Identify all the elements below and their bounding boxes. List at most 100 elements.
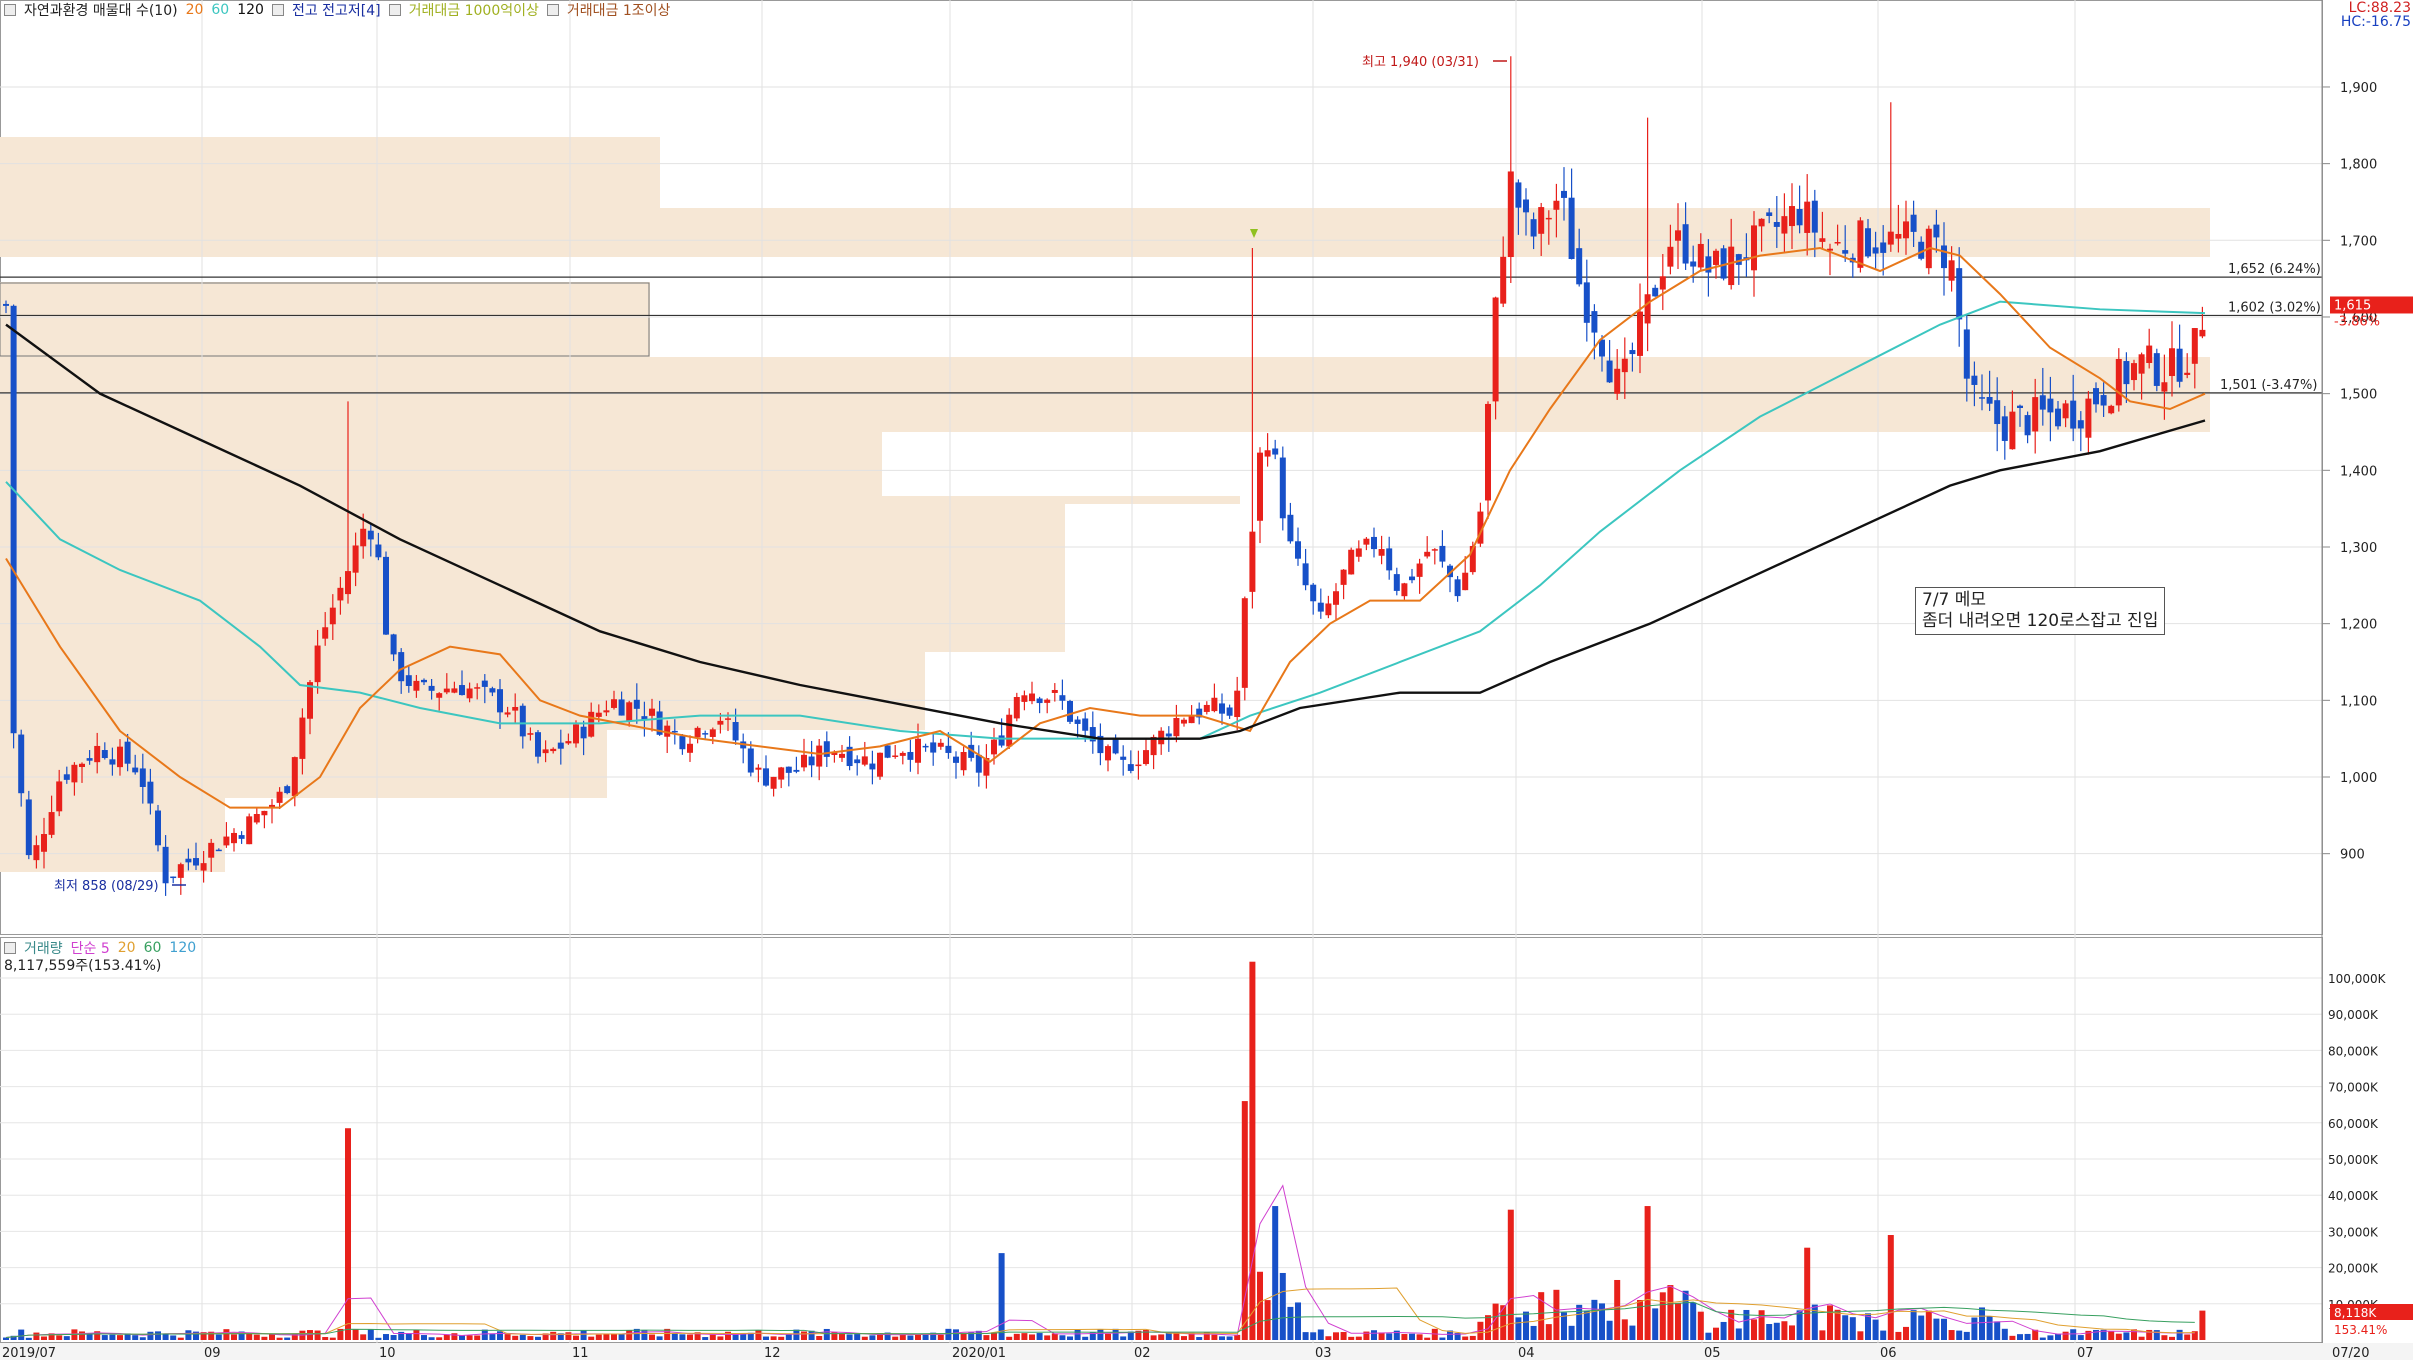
volume-bar <box>899 1334 906 1340</box>
lc-label: LC:88.23 <box>2348 0 2411 16</box>
volume-bar <box>1272 1206 1279 1340</box>
candle-body <box>1720 248 1727 279</box>
volume-bar <box>839 1333 845 1340</box>
volume-bar <box>687 1334 693 1340</box>
signal-arrow-icon <box>1250 229 1258 238</box>
candle-body <box>1614 368 1621 394</box>
volume-bar <box>1789 1325 1795 1340</box>
candle-body <box>778 767 785 780</box>
candle-body <box>390 634 397 655</box>
volume-bar <box>2017 1334 2023 1340</box>
candle-body <box>1279 457 1286 519</box>
candle-body <box>1143 750 1149 765</box>
candle-body <box>1097 735 1104 754</box>
volume-bar <box>139 1337 146 1340</box>
candle-body <box>1728 246 1735 286</box>
candle-body <box>48 812 55 835</box>
volume-bar <box>1317 1329 1324 1340</box>
volume-bar <box>1956 1330 1963 1340</box>
candle-body <box>1910 214 1917 232</box>
volume-bar <box>360 1334 367 1340</box>
volume-bar <box>702 1337 709 1340</box>
candle-body <box>1553 200 1560 210</box>
volume-bar <box>671 1333 678 1340</box>
zone-outline <box>0 282 650 357</box>
volume-bar <box>1758 1310 1765 1340</box>
volume-bar <box>1401 1334 1408 1340</box>
volume-bar <box>41 1336 47 1340</box>
candle-body <box>33 845 40 861</box>
candle-body <box>1447 565 1453 578</box>
volume-bar <box>109 1334 116 1340</box>
legend-prev-high: 전고 전고저[4] <box>291 3 381 19</box>
volume-bar <box>1333 1332 1339 1340</box>
candle-body <box>1644 294 1651 324</box>
volume-bar <box>831 1332 838 1340</box>
volume-bar <box>1234 1334 1241 1340</box>
volume-bar <box>580 1330 587 1340</box>
candle-body <box>413 680 420 691</box>
volume-bar <box>1728 1309 1735 1340</box>
volume-bar <box>535 1336 541 1340</box>
volume-bar <box>1887 1235 1894 1340</box>
candle-body <box>79 763 85 768</box>
volume-bar <box>2123 1332 2130 1340</box>
volume-bar <box>679 1334 686 1340</box>
candle-body <box>626 702 633 722</box>
trade1-box-icon[interactable] <box>388 4 401 16</box>
candle-body <box>823 741 830 757</box>
price-tick-label: 1,800 <box>2340 158 2377 173</box>
volume-bar <box>557 1333 564 1340</box>
volume-bar <box>238 1331 245 1340</box>
volume-bar <box>1371 1330 1377 1340</box>
candle-body <box>1272 448 1279 455</box>
volume-bar <box>1409 1333 1415 1340</box>
candle-body <box>1287 514 1294 542</box>
volume-bar <box>1127 1331 1134 1340</box>
volume-bar <box>428 1337 435 1340</box>
volume-bar <box>1781 1321 1788 1340</box>
candle-body <box>945 745 952 753</box>
volume-bar <box>877 1333 883 1340</box>
volume-profile-zone <box>0 432 882 496</box>
volume-bar <box>527 1336 534 1340</box>
vol-settings-box-icon[interactable] <box>4 942 16 954</box>
candle-body <box>2024 415 2031 436</box>
candle-body <box>1561 190 1567 198</box>
candle-body <box>1082 718 1089 731</box>
vol-label: 거래량 <box>24 941 63 957</box>
settings-box-icon[interactable] <box>4 4 16 16</box>
volume-bar <box>1918 1315 1925 1340</box>
volume-bar <box>1925 1310 1932 1340</box>
volume-bar <box>1211 1334 1218 1340</box>
volume-bar <box>542 1333 549 1340</box>
prev-high-box-icon[interactable] <box>271 4 284 16</box>
volume-bar <box>1120 1336 1127 1340</box>
volume-bar <box>1743 1309 1750 1340</box>
x-tick-label: 06 <box>1880 1346 1897 1360</box>
volume-bar <box>869 1335 876 1340</box>
candle-body <box>2115 358 2122 406</box>
volume-bar <box>1363 1331 1370 1340</box>
candle-body <box>687 743 693 753</box>
memo-box[interactable]: 7/7 메모 좀더 내려오면 120로스잡고 진입 <box>1915 587 2166 635</box>
candle-body <box>1264 450 1271 457</box>
volume-bar <box>367 1329 374 1340</box>
candle-body <box>1295 541 1301 559</box>
volume-profile-zone <box>0 208 2210 257</box>
candle-body <box>1477 511 1484 544</box>
volume-bar <box>656 1336 663 1340</box>
trade2-box-icon[interactable] <box>546 4 559 16</box>
candle-body <box>1538 207 1545 234</box>
volume-bar <box>1249 961 1256 1340</box>
volume-bar <box>489 1334 496 1340</box>
candle-body <box>611 699 617 708</box>
candle-body <box>375 544 382 558</box>
candle-body <box>155 810 161 846</box>
candle-body <box>1948 260 1955 281</box>
candle-body <box>1583 282 1590 323</box>
volume-bar <box>352 1329 359 1340</box>
candle-body <box>565 741 572 744</box>
candle-body <box>1409 576 1415 581</box>
volume-bar <box>519 1334 526 1340</box>
